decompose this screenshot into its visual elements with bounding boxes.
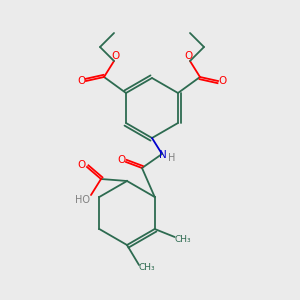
Text: O: O	[78, 160, 86, 170]
Text: O: O	[219, 76, 227, 86]
Text: HO: HO	[76, 195, 91, 205]
Text: CH₃: CH₃	[139, 262, 155, 272]
Text: O: O	[111, 51, 119, 61]
Text: O: O	[77, 76, 85, 86]
Text: O: O	[185, 51, 193, 61]
Text: CH₃: CH₃	[174, 235, 191, 244]
Text: O: O	[117, 155, 125, 165]
Text: H: H	[168, 153, 176, 163]
Text: N: N	[159, 150, 167, 160]
